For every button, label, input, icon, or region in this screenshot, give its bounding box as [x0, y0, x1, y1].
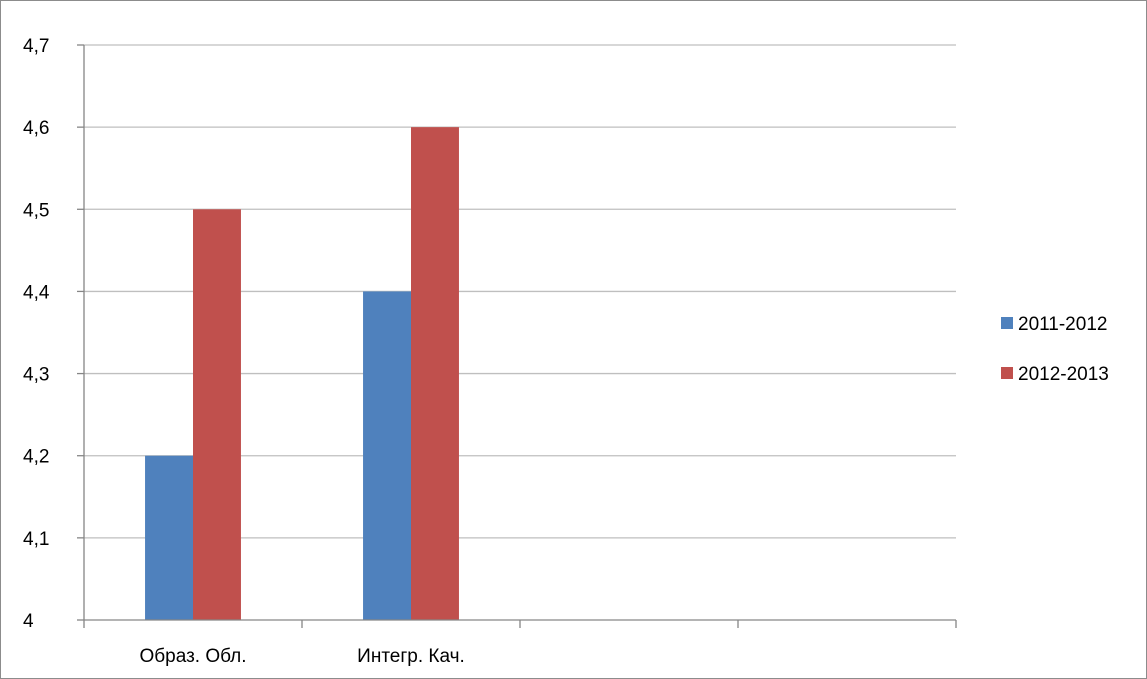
x-category-label: Интегр. Кач. — [357, 646, 465, 667]
y-tick-label: 4,4 — [23, 282, 50, 303]
legend-label-1: 2011-2012 — [1018, 314, 1107, 335]
bar-series-1-0 — [145, 455, 193, 620]
y-tick-label: 4,7 — [23, 36, 49, 57]
legend-swatch-1 — [1001, 317, 1013, 329]
y-tick-label: 4,1 — [23, 529, 49, 550]
legend-label-2: 2012-2013 — [1018, 364, 1109, 385]
y-tick-label: 4,2 — [23, 447, 49, 468]
legend: 2011-2012 2012-2013 — [1001, 314, 1109, 385]
legend-swatch-2 — [1001, 367, 1013, 379]
y-tick-label: 4,5 — [23, 200, 49, 221]
bars — [145, 127, 459, 621]
y-tick-label: 4 — [23, 611, 34, 632]
bar-series-1-1 — [363, 291, 411, 620]
bar-series-2-1 — [411, 127, 459, 621]
bar-series-2-0 — [193, 209, 241, 621]
axes: 4 4,1 4,2 4,3 4,4 4,5 4,6 4,7 Образ. Обл. Интегр.… — [23, 36, 957, 667]
y-tick-label: 4,3 — [23, 365, 49, 386]
y-tick-label: 4,6 — [23, 118, 49, 139]
x-category-label: Образ. Обл. — [139, 646, 246, 667]
